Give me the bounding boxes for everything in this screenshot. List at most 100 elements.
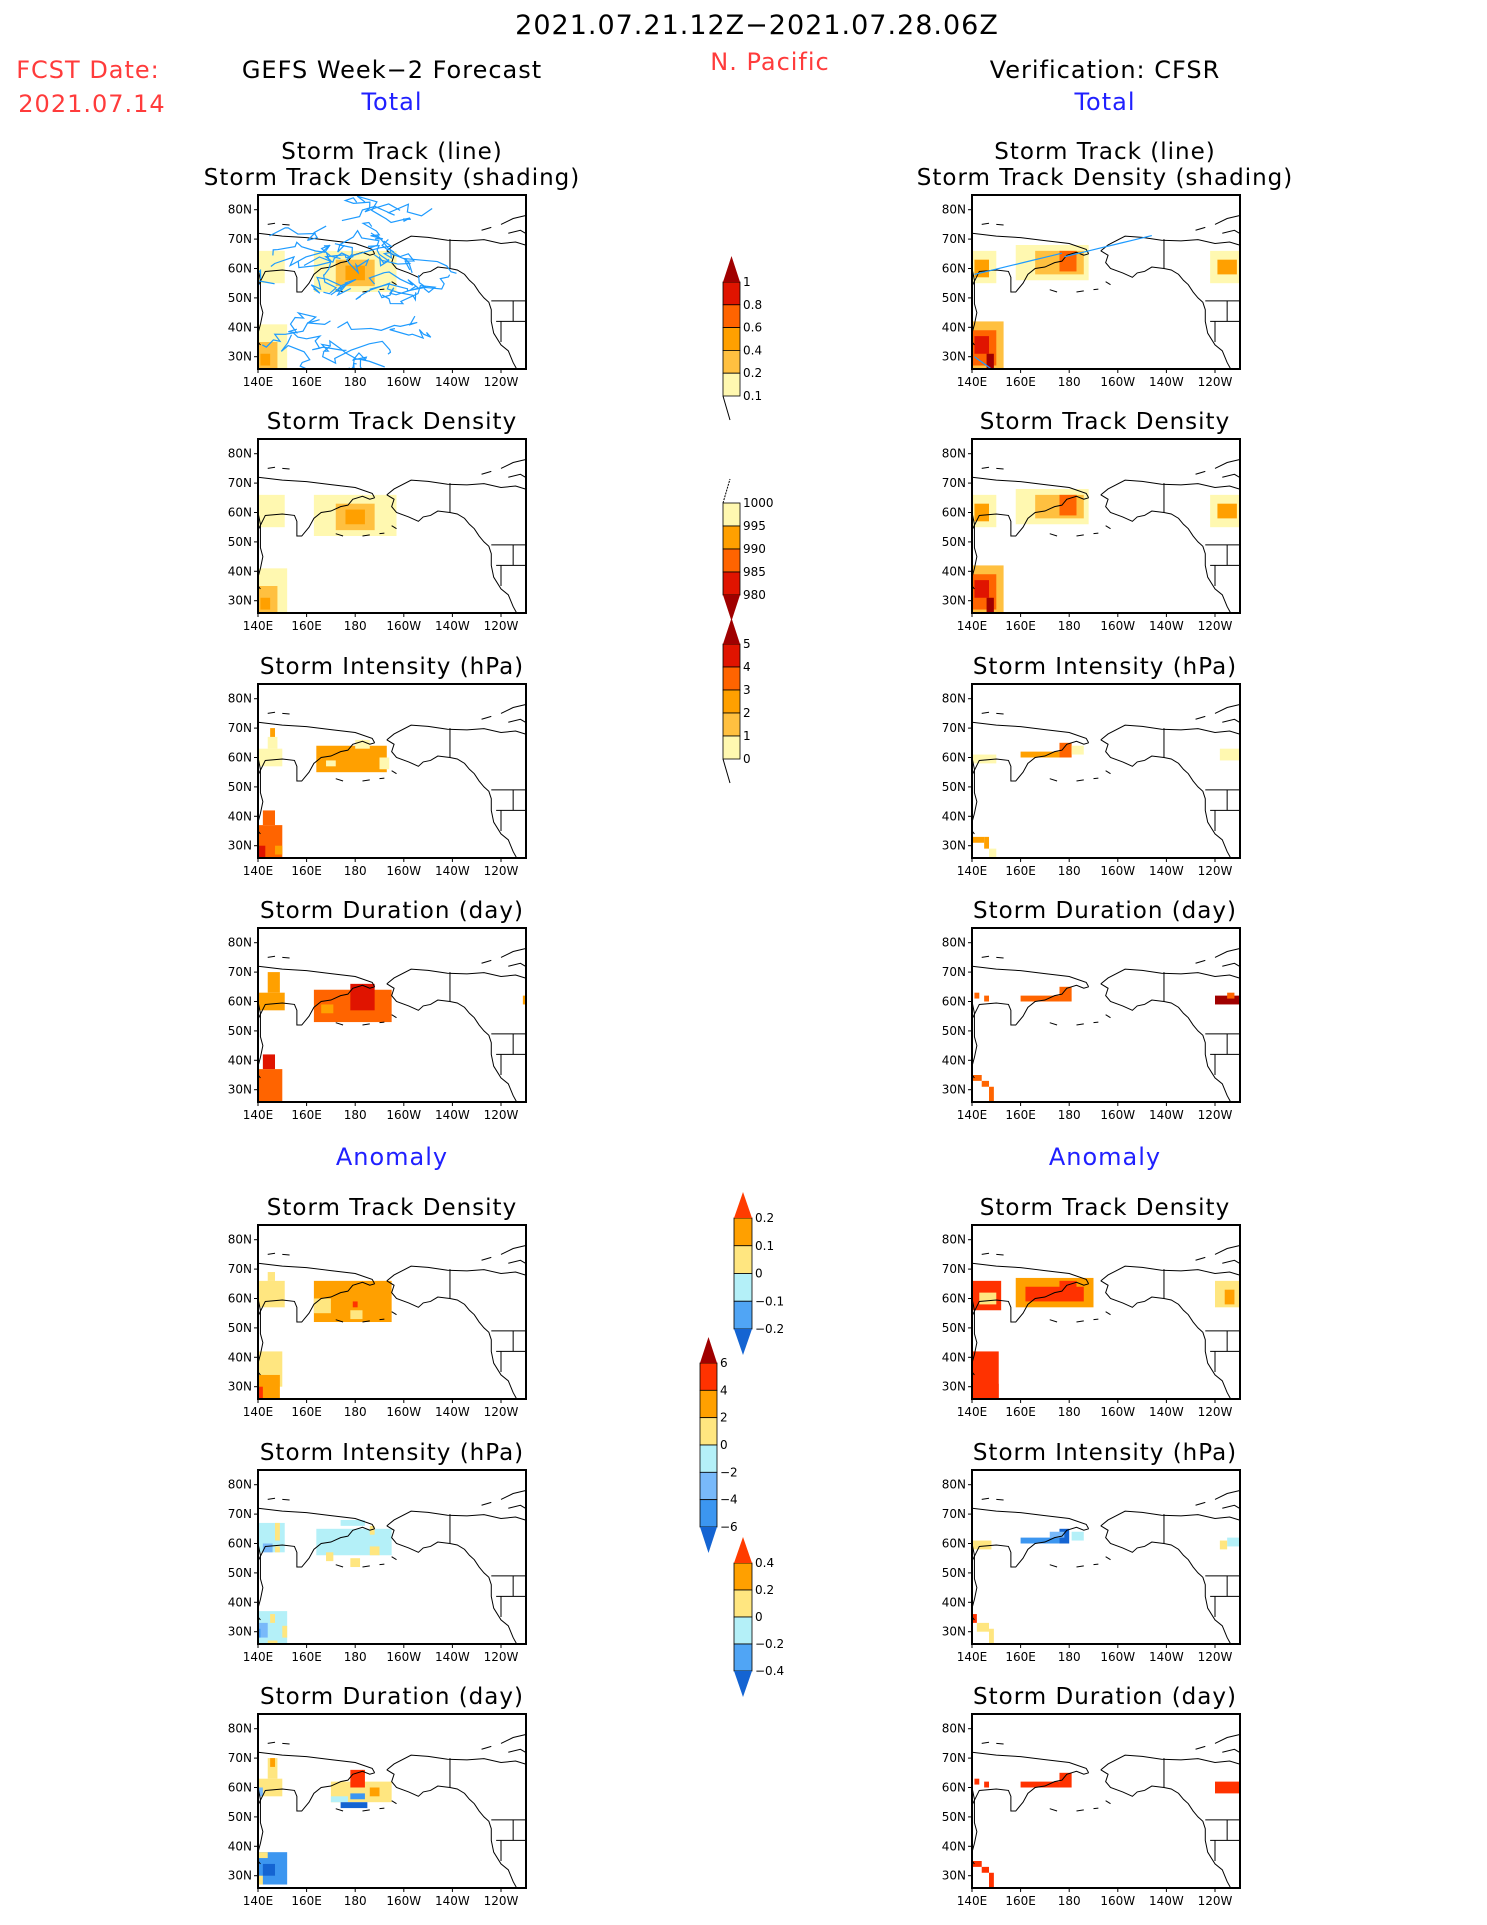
lat-tick-label: 50N	[942, 1566, 966, 1580]
shaded-cell	[340, 1802, 368, 1809]
colorbar-tail	[722, 395, 731, 421]
coastline	[267, 1252, 276, 1255]
lon-tick-label: 140W	[435, 864, 470, 878]
colorbar-segment	[722, 350, 741, 374]
shaded-cell	[984, 1781, 990, 1788]
coastline	[508, 962, 526, 967]
shaded-cell	[258, 845, 266, 858]
lon-tick-label: 180	[1058, 1894, 1081, 1908]
coastline	[1049, 778, 1058, 782]
shaded-cell	[1217, 503, 1237, 519]
shaded-cell	[313, 1298, 331, 1314]
lon-tick-label: 140E	[243, 619, 274, 633]
coastline	[379, 1563, 385, 1566]
coastline	[1093, 1807, 1099, 1810]
left-total-label: Total	[361, 88, 423, 116]
coastline	[386, 724, 526, 741]
colorbar-segment	[722, 502, 741, 527]
lat-tick-label: 50N	[228, 535, 252, 549]
lat-tick-label: 40N	[228, 1350, 252, 1364]
coastline	[1105, 281, 1111, 286]
coastline	[258, 583, 261, 590]
lat-tick-label: 70N	[228, 1262, 252, 1276]
coastline	[267, 222, 276, 225]
shaded-cell	[991, 1383, 999, 1399]
lon-tick-label: 120W	[1198, 1894, 1233, 1908]
right-total-label: Total	[1074, 88, 1136, 116]
coastline	[379, 288, 385, 291]
colorbar-tail	[722, 478, 731, 504]
lon-tick-label: 120W	[1198, 1405, 1233, 1419]
coastline	[508, 718, 526, 723]
coastline	[258, 1001, 264, 1067]
coastline	[1093, 1318, 1099, 1321]
right-anomaly-label: Anomaly	[1048, 1143, 1162, 1171]
coastline	[972, 512, 978, 578]
shaded-cell	[1020, 1537, 1060, 1544]
storm-track-line	[389, 328, 432, 340]
lat-tick-label: 60N	[942, 1292, 966, 1306]
left-panel-title: Storm Intensity (hPa)	[259, 1440, 525, 1466]
lon-tick-label: 160W	[386, 1108, 421, 1122]
lon-tick-label: 140W	[435, 1108, 470, 1122]
lon-tick-label: 160E	[1005, 1108, 1036, 1122]
coastline	[282, 467, 290, 470]
lat-tick-label: 60N	[942, 262, 966, 276]
storm-track-line	[341, 203, 433, 222]
lat-tick-label: 40N	[942, 809, 966, 823]
right-map-r4: 80N 70N 60N 50N 40N 30N 140E 160E 180 160W 140W 120…	[922, 920, 1262, 1135]
shaded-cell	[972, 1540, 992, 1550]
storm-track-line	[1064, 234, 1152, 258]
coastline	[258, 828, 261, 835]
colorbar-top-triangle	[734, 1537, 752, 1563]
shaded-cell	[989, 1872, 994, 1888]
coastline	[1222, 1259, 1240, 1264]
left-map-r4: 80N 70N 60N 50N 40N 30N 140E 160E 180 160W 140W 120…	[208, 920, 548, 1135]
lat-tick-label: 50N	[942, 535, 966, 549]
right-map-r1: 80N 70N 60N 50N 40N 30N 140E 160E 180 160W 140W 120…	[922, 187, 1262, 402]
shaded-cell	[262, 1543, 273, 1553]
shaded-cell	[1071, 1531, 1084, 1541]
coastline	[500, 215, 526, 225]
lat-tick-label: 40N	[228, 1839, 252, 1853]
colorbar-label: 0.8	[743, 298, 762, 312]
coastline	[972, 1751, 1090, 1774]
lon-tick-label: 160W	[386, 1650, 421, 1664]
coastline	[972, 828, 975, 835]
coastline	[1093, 288, 1099, 291]
coastline	[996, 956, 1004, 959]
lon-tick-label: 160E	[291, 1108, 322, 1122]
lat-tick-label: 60N	[228, 262, 252, 276]
shaded-cell	[989, 848, 997, 858]
shaded-cell	[974, 503, 990, 522]
colorbar-segment	[733, 1300, 753, 1330]
shaded-cell	[267, 1640, 278, 1644]
lat-tick-label: 30N	[228, 839, 252, 853]
coastline	[1222, 1748, 1240, 1753]
lat-tick-label: 60N	[228, 751, 252, 765]
coastline	[1100, 1754, 1240, 1771]
lat-tick-label: 40N	[942, 1595, 966, 1609]
coastline	[386, 235, 526, 252]
lat-tick-label: 40N	[228, 564, 252, 578]
coastline	[267, 711, 276, 714]
lat-tick-label: 40N	[942, 1350, 966, 1364]
coastline	[981, 222, 990, 225]
coastline	[1100, 968, 1240, 985]
colorbar-top-triangle	[734, 1192, 752, 1218]
lon-tick-label: 140E	[957, 1650, 988, 1664]
shaded-cell	[974, 580, 990, 598]
shaded-cell	[984, 995, 990, 1002]
shaded-cell	[270, 728, 276, 737]
coastline	[481, 1745, 492, 1750]
coastline	[1100, 1510, 1240, 1527]
coastline	[258, 1281, 375, 1323]
colorbar-segment	[722, 666, 741, 691]
colorbar-label: −4	[720, 1493, 738, 1507]
storm-track-line	[377, 274, 427, 299]
coastline	[1105, 1556, 1111, 1561]
shaded-cell	[262, 1054, 276, 1070]
shaded-cell	[1219, 1540, 1228, 1550]
lat-tick-label: 70N	[228, 476, 252, 490]
lat-tick-label: 60N	[942, 1781, 966, 1795]
